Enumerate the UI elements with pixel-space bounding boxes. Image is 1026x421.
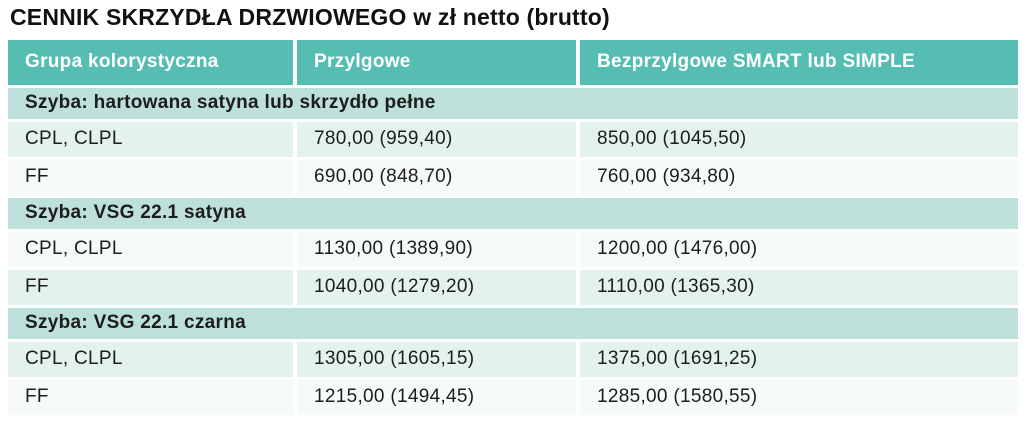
price-table: Grupa kolorystyczna Przylgowe Bezprzylgo…	[8, 40, 1018, 418]
table-row: FF 1040,00 (1279,20) 1110,00 (1365,30)	[8, 270, 1018, 308]
table-row: CPL, CLPL 780,00 (959,40) 850,00 (1045,5…	[8, 122, 1018, 160]
cell-color-group: CPL, CLPL	[8, 232, 293, 270]
cell-price-non-rebated: 1110,00 (1365,30)	[576, 270, 1018, 308]
cell-price-rebated: 780,00 (959,40)	[293, 122, 576, 160]
section-header-hartowana-satyna: Szyba: hartowana satyna lub skrzydło peł…	[8, 88, 1018, 122]
cell-price-non-rebated: 1375,00 (1691,25)	[576, 342, 1018, 380]
cell-price-rebated: 1040,00 (1279,20)	[293, 270, 576, 308]
cell-color-group: FF	[8, 160, 293, 198]
table-row: CPL, CLPL 1305,00 (1605,15) 1375,00 (169…	[8, 342, 1018, 380]
cell-price-non-rebated: 850,00 (1045,50)	[576, 122, 1018, 160]
cell-price-non-rebated: 1200,00 (1476,00)	[576, 232, 1018, 270]
section-header-vsg-satyna: Szyba: VSG 22.1 satyna	[8, 198, 1018, 232]
cell-color-group: FF	[8, 270, 293, 308]
cell-price-rebated: 690,00 (848,70)	[293, 160, 576, 198]
column-header-color-group: Grupa kolorystyczna	[8, 40, 293, 88]
table-header-row: Grupa kolorystyczna Przylgowe Bezprzylgo…	[8, 40, 1018, 88]
page-title: CENNIK SKRZYDŁA DRZWIOWEGO w zł netto (b…	[10, 4, 610, 30]
section-header-vsg-czarna: Szyba: VSG 22.1 czarna	[8, 308, 1018, 342]
column-header-non-rebated: Bezprzylgowe SMART lub SIMPLE	[576, 40, 1018, 88]
cell-price-rebated: 1215,00 (1494,45)	[293, 380, 576, 418]
table-row: CPL, CLPL 1130,00 (1389,90) 1200,00 (147…	[8, 232, 1018, 270]
cell-price-rebated: 1130,00 (1389,90)	[293, 232, 576, 270]
cell-color-group: CPL, CLPL	[8, 122, 293, 160]
cell-color-group: CPL, CLPL	[8, 342, 293, 380]
cell-price-non-rebated: 1285,00 (1580,55)	[576, 380, 1018, 418]
cell-color-group: FF	[8, 380, 293, 418]
cell-price-rebated: 1305,00 (1605,15)	[293, 342, 576, 380]
table-row: FF 1215,00 (1494,45) 1285,00 (1580,55)	[8, 380, 1018, 418]
section-header-label: Szyba: VSG 22.1 satyna	[8, 198, 1018, 232]
cell-price-non-rebated: 760,00 (934,80)	[576, 160, 1018, 198]
table-row: FF 690,00 (848,70) 760,00 (934,80)	[8, 160, 1018, 198]
section-header-label: Szyba: hartowana satyna lub skrzydło peł…	[8, 88, 1018, 122]
column-header-rebated: Przylgowe	[293, 40, 576, 88]
section-header-label: Szyba: VSG 22.1 czarna	[8, 308, 1018, 342]
